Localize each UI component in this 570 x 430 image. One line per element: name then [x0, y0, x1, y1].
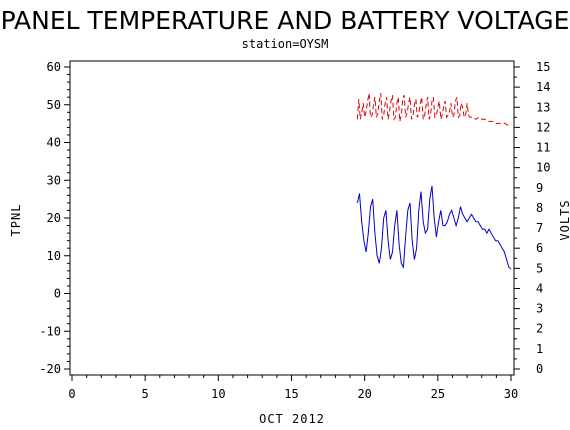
- y-right-tick-label: 5: [536, 261, 543, 275]
- y-axis-left: -20 -10 0 10 20 30 40 50 60: [39, 60, 70, 376]
- x-axis-label: OCT 2012: [259, 412, 325, 426]
- y-right-tick-label: 10: [536, 161, 550, 175]
- y-right-tick-label: 15: [536, 60, 550, 74]
- y-right-tick-label: 6: [536, 241, 543, 255]
- y-axis-right-label: VOLTS: [558, 199, 570, 240]
- y-right-tick-label: 3: [536, 302, 543, 316]
- x-tick-label: 0: [68, 387, 75, 401]
- chart-title: PANEL TEMPERATURE AND BATTERY VOLTAGE: [1, 6, 570, 35]
- y-right-tick-label: 0: [536, 362, 543, 376]
- y-right-tick-label: 1: [536, 342, 543, 356]
- y-right-tick-label: 8: [536, 201, 543, 215]
- y-left-tick-label: 10: [47, 249, 61, 263]
- x-axis: 0 5 10 15 20 25 30: [68, 375, 518, 401]
- y-left-tick-label: 40: [47, 136, 61, 150]
- y-left-tick-label: 60: [47, 60, 61, 74]
- panel-temperature-line: [356, 185, 512, 270]
- y-right-tick-label: 9: [536, 181, 543, 195]
- y-left-tick-label: -10: [39, 324, 61, 338]
- y-right-tick-label: 14: [536, 80, 550, 94]
- x-tick-label: 25: [431, 387, 445, 401]
- y-right-tick-label: 11: [536, 141, 550, 155]
- x-tick-label: 30: [504, 387, 518, 401]
- x-tick-label: 5: [142, 387, 149, 401]
- battery-voltage-line: [356, 93, 511, 126]
- plot-frame: [69, 60, 515, 376]
- y-left-tick-label: -20: [39, 362, 61, 376]
- y-right-tick-label: 4: [536, 281, 543, 295]
- y-left-tick-label: 20: [47, 211, 61, 225]
- y-right-tick-label: 13: [536, 100, 550, 114]
- series-layer: [356, 93, 512, 270]
- x-tick-label: 15: [284, 387, 298, 401]
- y-axis-left-label: TPNL: [9, 204, 23, 237]
- y-left-tick-label: 0: [54, 287, 61, 301]
- y-right-tick-label: 7: [536, 221, 543, 235]
- x-tick-label: 20: [357, 387, 371, 401]
- y-left-tick-label: 30: [47, 173, 61, 187]
- y-left-tick-label: 50: [47, 98, 61, 112]
- x-tick-label: 10: [211, 387, 225, 401]
- y-right-tick-label: 12: [536, 120, 550, 134]
- chart-subtitle: station=OYSM: [242, 37, 329, 51]
- y-right-tick-label: 2: [536, 322, 543, 336]
